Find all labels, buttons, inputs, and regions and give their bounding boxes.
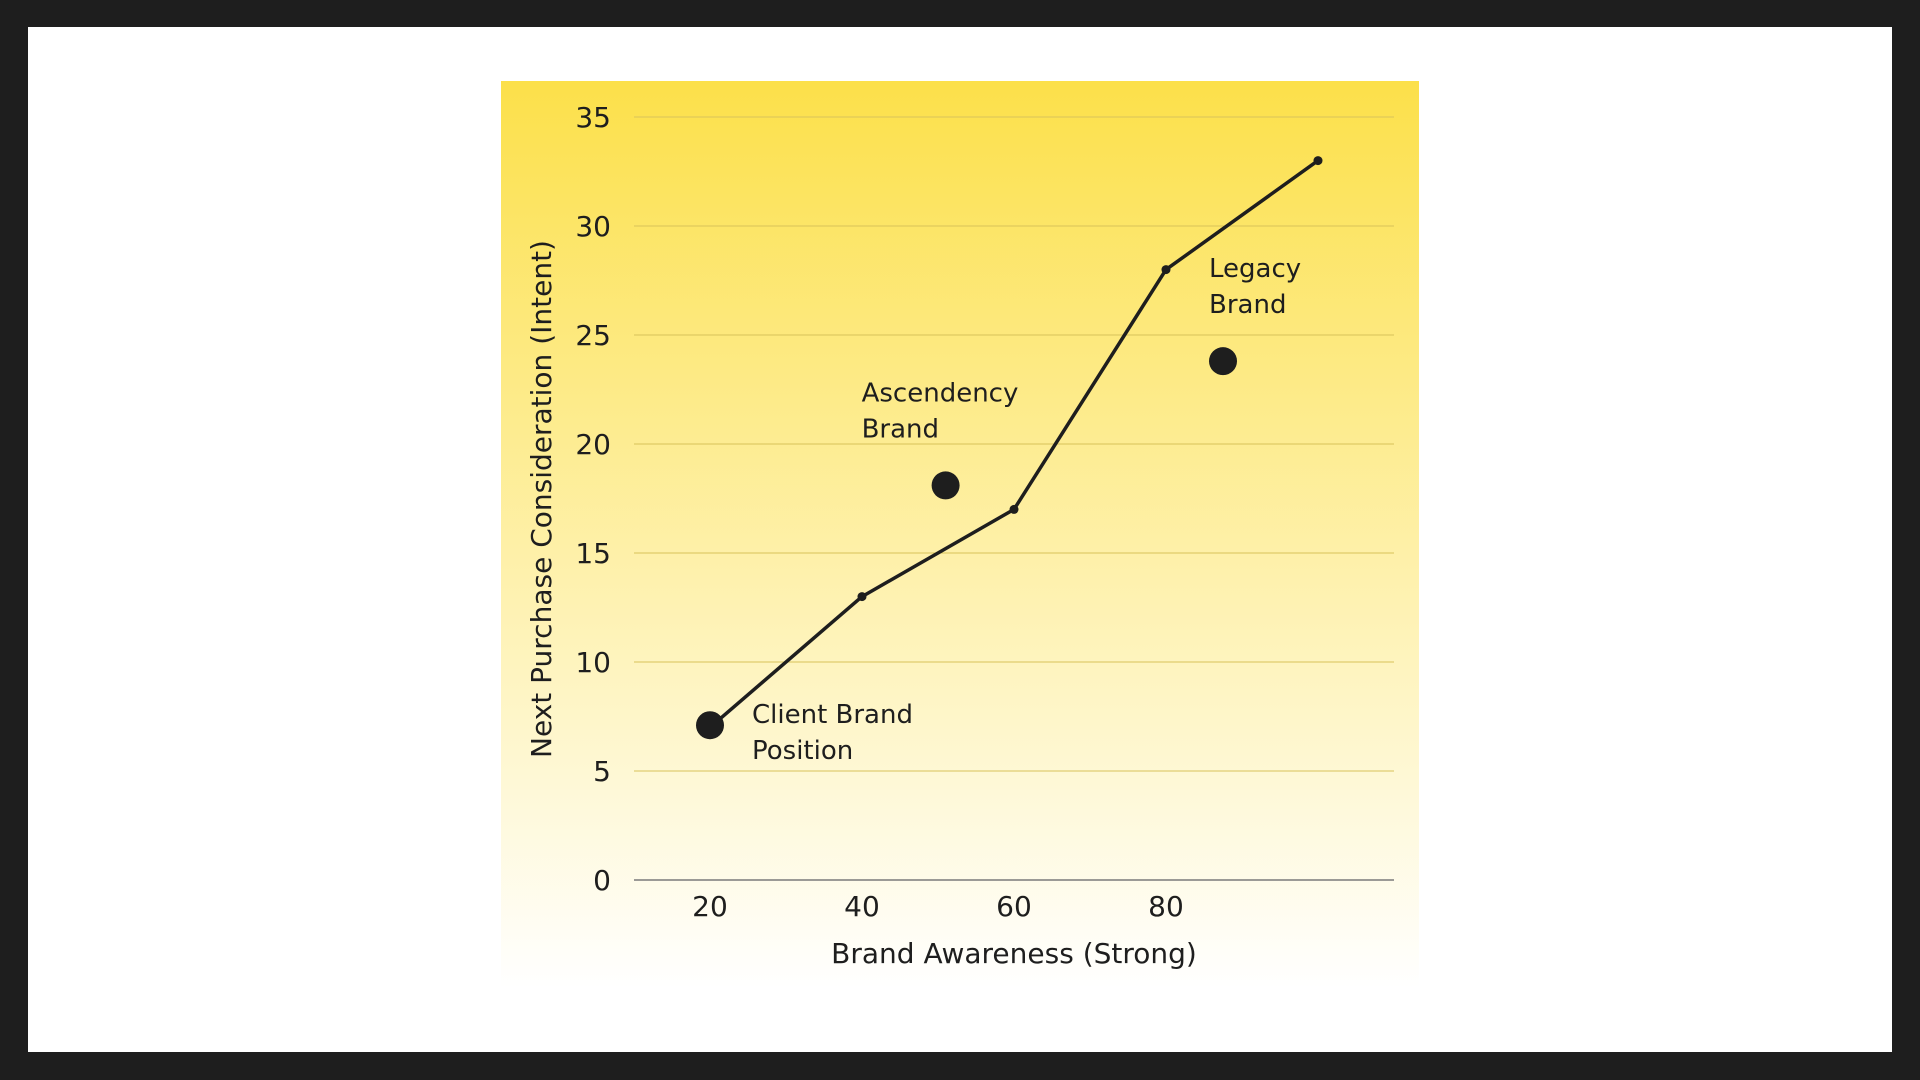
y-tick-label: 25 [575, 319, 611, 352]
x-tick-label: 60 [996, 890, 1032, 923]
x-tick-label: 80 [1148, 890, 1184, 923]
line-point [1009, 504, 1019, 514]
slide: 0 5 10 15 20 25 30 35 20 40 60 80 Client Brand Posi… [28, 27, 1892, 1052]
chart: 0 5 10 15 20 25 30 35 20 40 60 80 Client Brand Posi… [501, 81, 1419, 988]
highlight-point [1209, 347, 1237, 376]
y-axis-ticks: 0 5 10 15 20 25 30 35 [575, 101, 611, 897]
y-tick-label: 5 [593, 755, 611, 788]
x-axis-ticks: 20 40 60 80 [692, 890, 1184, 923]
y-tick-label: 20 [575, 428, 611, 461]
y-tick-label: 35 [575, 101, 611, 134]
highlight-point [696, 711, 724, 740]
y-tick-label: 10 [575, 646, 611, 679]
x-axis-title: Brand Awareness (Strong) [831, 937, 1197, 970]
highlight-label-line: Brand [862, 414, 939, 444]
line-point [857, 592, 867, 602]
highlight-label: Ascendency Brand [862, 378, 1019, 444]
highlight-label: Client Brand Position [752, 700, 913, 766]
series-line [705, 156, 1323, 732]
y-tick-label: 15 [575, 537, 611, 570]
highlight-label-line: Client Brand [752, 700, 913, 730]
line-point [1313, 156, 1323, 166]
x-tick-label: 20 [692, 890, 728, 923]
y-tick-label: 0 [593, 864, 611, 897]
highlight-label-line: Ascendency [862, 378, 1019, 408]
gridlines [634, 116, 1394, 881]
y-tick-label: 30 [575, 210, 611, 243]
highlight-label-line: Brand [1209, 290, 1286, 320]
line-point [1161, 265, 1171, 275]
highlight-label-line: Legacy [1209, 254, 1301, 284]
x-tick-label: 40 [844, 890, 880, 923]
plot-background-panel [501, 81, 1419, 988]
y-axis-title: Next Purchase Consideration (Intent) [525, 240, 558, 758]
highlight-label-line: Position [752, 736, 853, 766]
highlight-label: Legacy Brand [1209, 254, 1301, 320]
highlight-point [931, 471, 960, 500]
